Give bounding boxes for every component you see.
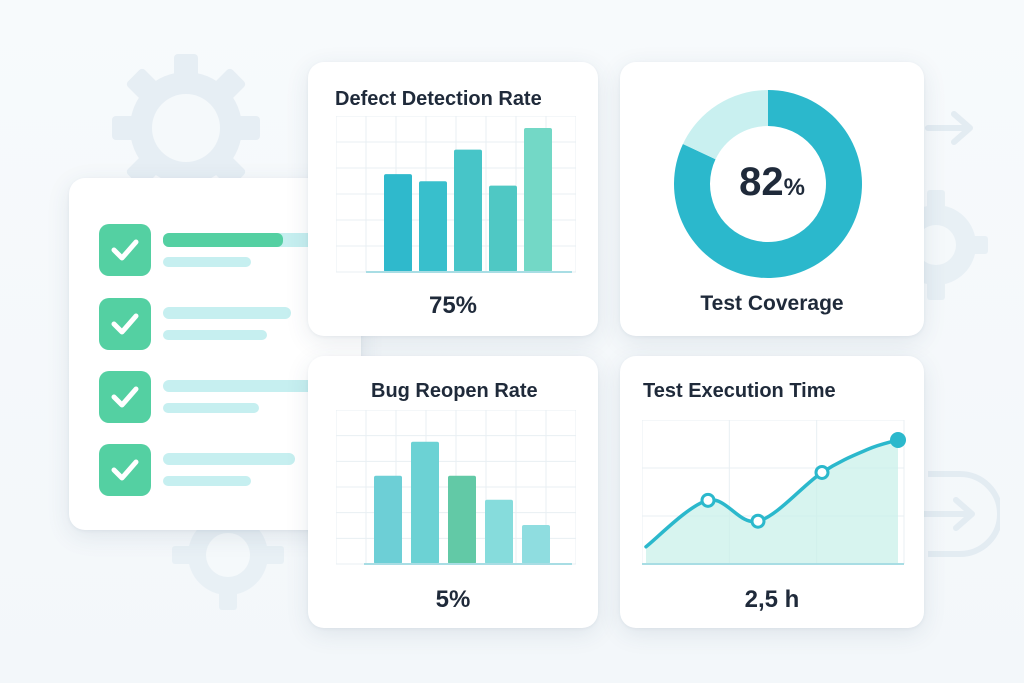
placeholder-line (163, 403, 259, 413)
bar (411, 441, 439, 564)
checkmark-icon (111, 386, 139, 408)
defect-detection-bar-chart (336, 116, 576, 273)
bar (524, 128, 552, 272)
test-execution-area-chart (642, 420, 906, 565)
data-point (814, 464, 830, 480)
bug-reopen-card: Bug Reopen Rate 5% (308, 356, 598, 628)
bar (419, 181, 447, 272)
checkbox-checked[interactable] (99, 224, 151, 276)
card-value: 5% (435, 586, 471, 613)
coverage-unit: % (783, 174, 805, 201)
bar (489, 185, 517, 272)
checkmark-icon (111, 459, 139, 481)
data-point (750, 513, 766, 529)
checkmark-icon (111, 313, 139, 335)
arrow-right-icon (921, 471, 1000, 557)
placeholder-line (163, 257, 251, 267)
area-fill (646, 440, 898, 564)
data-point (700, 492, 716, 508)
bar (522, 524, 550, 564)
coverage-number: 82 (739, 160, 784, 204)
placeholder-line (163, 330, 267, 340)
progress-fill (163, 233, 283, 247)
checkbox-checked[interactable] (99, 371, 151, 423)
bar (374, 475, 402, 564)
placeholder-line (163, 453, 295, 465)
defect-detection-card: Defect Detection Rate 75% (308, 62, 598, 336)
gear-icon (916, 190, 988, 300)
checklist-item[interactable] (99, 224, 339, 276)
bar (454, 149, 482, 272)
bug-reopen-bar-chart (336, 410, 576, 565)
checkbox-checked[interactable] (99, 298, 151, 350)
checklist-item[interactable] (99, 371, 339, 423)
checkbox-checked[interactable] (99, 444, 151, 496)
coverage-value: 82% (620, 160, 924, 205)
card-title: Test Coverage (700, 292, 844, 315)
donut-slice (674, 90, 862, 278)
placeholder-line (163, 380, 315, 392)
card-title: Defect Detection Rate (335, 88, 542, 110)
data-point (890, 432, 906, 448)
test-coverage-donut-chart (674, 90, 862, 278)
card-title: Bug Reopen Rate (371, 380, 538, 402)
donut-slice (682, 90, 768, 160)
placeholder-line (163, 476, 251, 486)
checklist-item[interactable] (99, 298, 339, 350)
bar (384, 174, 412, 272)
checklist-item[interactable] (99, 444, 339, 496)
placeholder-line (163, 307, 291, 319)
card-value: 2,5 h (744, 586, 800, 613)
card-value: 75% (428, 292, 478, 319)
arrow-right-icon (925, 111, 973, 145)
bar (448, 475, 476, 564)
test-coverage-card: 82% Test Coverage (620, 62, 924, 336)
bar (485, 499, 513, 564)
checkmark-icon (111, 239, 139, 261)
card-title: Test Execution Time (643, 380, 836, 402)
test-execution-card: Test Execution Time 2,5 h (620, 356, 924, 628)
